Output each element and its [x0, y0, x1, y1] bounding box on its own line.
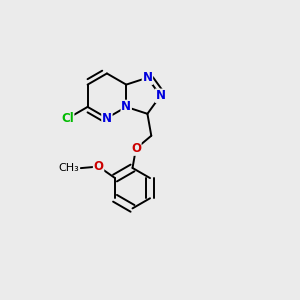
Text: N: N	[121, 100, 131, 113]
Text: CH₃: CH₃	[58, 163, 79, 173]
Text: N: N	[142, 71, 152, 84]
Text: Cl: Cl	[61, 112, 74, 125]
Text: N: N	[155, 89, 166, 102]
Text: N: N	[102, 112, 112, 124]
Text: O: O	[94, 160, 103, 173]
Text: O: O	[131, 142, 141, 155]
